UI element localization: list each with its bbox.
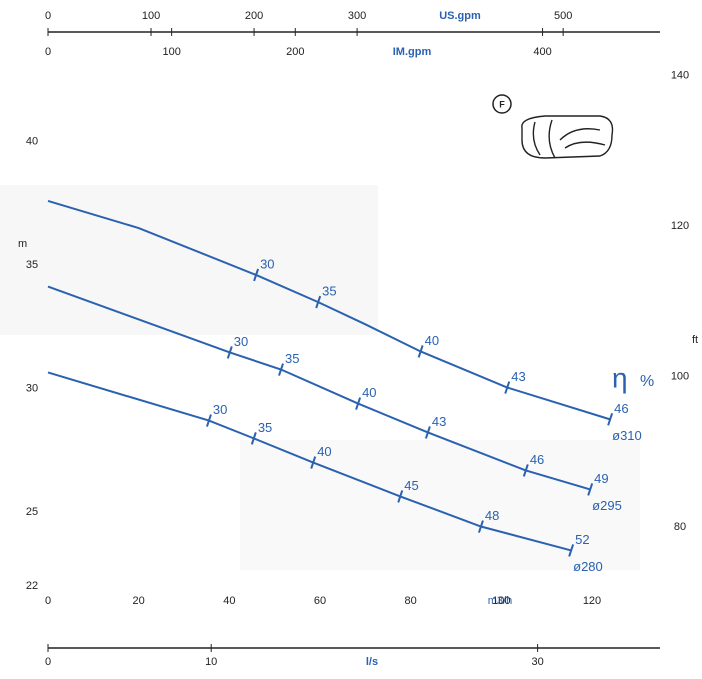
eta-tick	[310, 456, 317, 469]
eta-tick	[417, 345, 424, 358]
x-tick-label: 0	[45, 595, 51, 607]
eta-tick	[250, 432, 257, 445]
x-tick-label: 60	[314, 595, 326, 607]
eta-label: 40	[425, 333, 439, 348]
eta-label: 49	[594, 471, 608, 486]
y-tick-label: 22	[26, 580, 38, 592]
y2-tick-label: 80	[674, 521, 686, 533]
scan-shade	[0, 185, 378, 335]
y-tick-label: 35	[26, 259, 38, 271]
eta-tick	[568, 544, 575, 557]
eta-symbol: η	[612, 362, 628, 393]
x-tick-label: 120	[583, 595, 601, 607]
flow-tick-label: 400	[533, 46, 551, 58]
flow-tick-label: 300	[348, 10, 366, 22]
curve-name: ø295	[592, 498, 622, 513]
flow-tick-label: 0	[45, 656, 51, 668]
eta-tick	[226, 346, 233, 359]
eta-label: 40	[317, 444, 331, 459]
y-tick-label: 30	[26, 382, 38, 394]
flow-tick-label: 100	[142, 10, 160, 22]
eta-tick	[587, 483, 594, 496]
eta-unit: %	[640, 373, 654, 390]
eta-label: 45	[404, 478, 418, 493]
eta-tick	[253, 268, 260, 282]
flow-tick-label: 10	[205, 656, 217, 668]
flow-axis-label: US.gpm	[439, 10, 481, 22]
eta-label: 46	[614, 401, 628, 416]
y2-tick-label: 100	[671, 371, 689, 383]
y2-tick-label: 120	[671, 220, 689, 232]
eta-tick	[607, 413, 614, 426]
flow-tick-label: 100	[162, 46, 180, 58]
eta-label: 40	[362, 385, 376, 400]
x-axis-label: m3/h	[488, 595, 512, 607]
flow-tick-label: 500	[554, 10, 572, 22]
eta-tick	[504, 381, 511, 394]
y-axis-label: m	[18, 238, 27, 250]
y-tick-label: 25	[26, 506, 38, 518]
eta-label: 30	[234, 334, 248, 349]
eta-label: 30	[213, 402, 227, 417]
curve-name: ø280	[573, 559, 603, 574]
type-icon	[492, 94, 512, 114]
flow-tick-label: 200	[245, 10, 263, 22]
y2-axis-label: ft	[692, 334, 698, 346]
x-tick-label: 80	[405, 595, 417, 607]
eta-tick	[522, 464, 529, 477]
eta-label: 30	[260, 256, 274, 271]
y-tick-label: 40	[26, 136, 38, 148]
scan-shade	[240, 440, 640, 570]
eta-label: 43	[511, 369, 525, 384]
eta-tick	[477, 520, 484, 533]
x-tick-label: 40	[223, 595, 235, 607]
x-tick-label: 20	[133, 595, 145, 607]
eta-label: 35	[322, 284, 336, 299]
flow-tick-label: 30	[531, 656, 543, 668]
eta-tick	[397, 490, 404, 503]
y2-tick-label: 140	[671, 70, 689, 82]
eta-label: 52	[575, 532, 589, 547]
eta-label: 46	[530, 452, 544, 467]
eta-label: 35	[258, 420, 272, 435]
flow-tick-label: 0	[45, 46, 51, 58]
curve-name: ø310	[612, 428, 642, 443]
type-icon-letter: F	[499, 99, 505, 109]
x-tick-label: 100	[492, 595, 510, 607]
flow-tick-label: 0	[45, 10, 51, 22]
eta-label: 35	[285, 351, 299, 366]
flow-axis-label: IM.gpm	[393, 46, 432, 58]
eta-label: 48	[485, 508, 499, 523]
eta-label: 43	[432, 414, 446, 429]
flow-tick-label: 200	[286, 46, 304, 58]
eta-tick	[205, 414, 212, 427]
impeller-icon	[521, 115, 614, 159]
eta-tick	[278, 363, 284, 376]
eta-tick	[315, 295, 322, 309]
head-curve	[47, 199, 611, 421]
eta-tick	[355, 397, 362, 410]
eta-tick	[424, 426, 431, 439]
flow-axis-label: l/s	[366, 656, 378, 668]
